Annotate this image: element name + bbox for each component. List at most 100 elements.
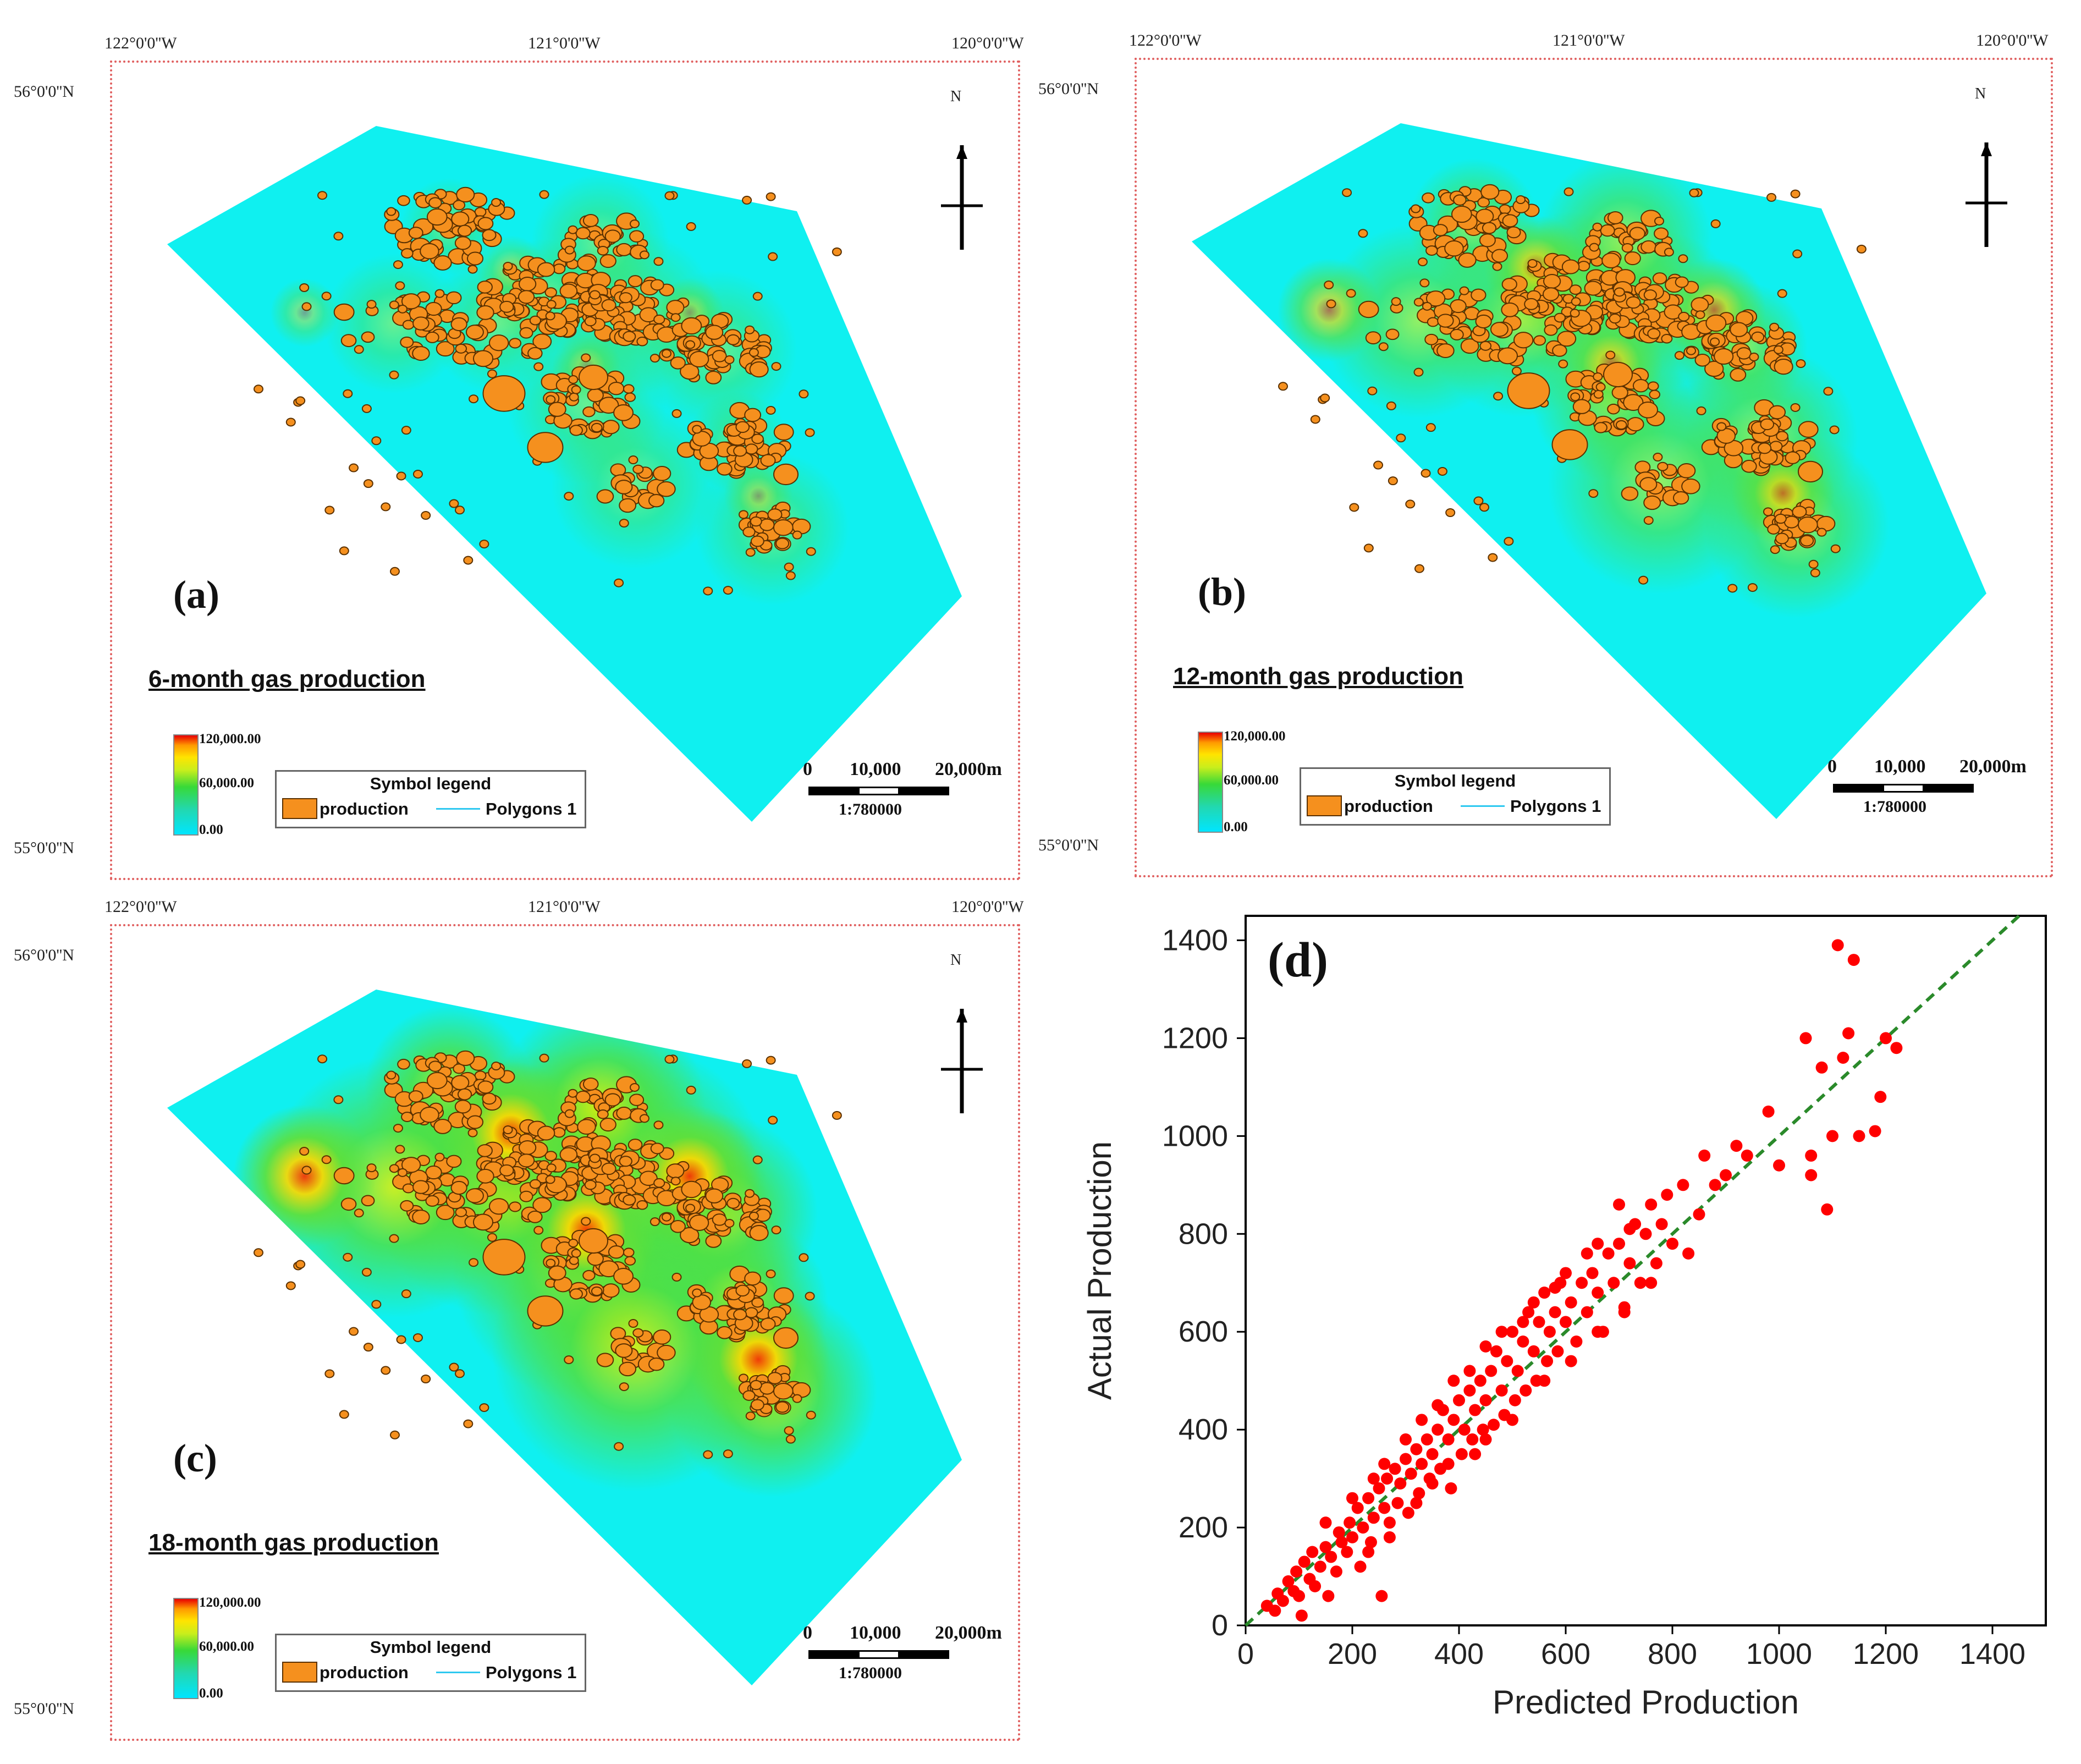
legend-item-polygons: Polygons 1 — [486, 799, 577, 818]
scatter-point — [1623, 1223, 1636, 1235]
scatter-point — [1538, 1375, 1551, 1387]
scale-ratio: 1:780000 — [1863, 798, 1926, 816]
scatter-point — [1346, 1492, 1358, 1504]
x-tick-label: 0 — [1237, 1637, 1254, 1670]
colorbar — [173, 1598, 199, 1699]
map-title: 12-month gas production — [1173, 663, 1463, 690]
scatter-point — [1639, 1228, 1652, 1240]
y-tick-label: 800 — [1179, 1217, 1228, 1250]
scatter-point — [1677, 1179, 1689, 1191]
scatter-point — [1847, 954, 1860, 966]
scatter-point — [1295, 1609, 1308, 1622]
scale-bar — [808, 787, 949, 795]
colorbar-min-label: 0.00 — [199, 822, 223, 837]
polygon-swatch — [436, 1672, 480, 1673]
scatter-point — [1506, 1414, 1518, 1426]
scatter-point — [1381, 1472, 1394, 1485]
panel-label: (b) — [1198, 570, 1246, 614]
scatter-point — [1517, 1316, 1529, 1328]
scatter-point — [1527, 1296, 1540, 1309]
scale-ratio: 1:780000 — [839, 800, 902, 818]
scatter-point — [1290, 1565, 1303, 1578]
x-tick-label: 400 — [1434, 1637, 1484, 1670]
legend-title: Symbol legend — [1394, 771, 1516, 790]
map-panel-6-month: 122°0'0''W 121°0'0''W 120°0'0''W 56°0'0''N 5… — [0, 0, 1034, 891]
legend-title: Symbol legend — [370, 774, 492, 793]
scatter-point — [1666, 1238, 1678, 1250]
scatter-point — [1655, 1218, 1668, 1230]
scatter-point — [1581, 1306, 1593, 1318]
scatter-point — [1565, 1355, 1577, 1367]
scatter-point — [1322, 1590, 1335, 1602]
scatter-point — [1319, 1541, 1332, 1553]
scatter-point — [1805, 1169, 1818, 1182]
y-tick-label: 1400 — [1162, 924, 1228, 957]
legend-title: Symbol legend — [370, 1637, 492, 1657]
scatter-point — [1645, 1277, 1658, 1289]
scatter-point — [1565, 1296, 1577, 1309]
scatter-point — [1402, 1507, 1414, 1519]
scatter-point — [1511, 1365, 1524, 1377]
scatter-point — [1330, 1565, 1342, 1578]
longitude-label: 122°0'0''W — [1129, 31, 1202, 50]
scatter-point — [1613, 1198, 1625, 1211]
scatter-point — [1709, 1179, 1721, 1191]
scatter-point — [1391, 1497, 1404, 1509]
x-tick-label: 800 — [1648, 1637, 1697, 1670]
scatter-point — [1405, 1468, 1417, 1480]
scale-tick-10000: 10,000 — [1874, 756, 1926, 777]
map-panel-18-month: 122°0'0''W 121°0'0''W 120°0'0''W 56°0'0''N 5… — [0, 891, 1034, 1764]
y-axis-label: Actual Production — [1081, 1141, 1118, 1400]
scatter-point — [1314, 1560, 1326, 1573]
latitude-label: 56°0'0''N — [1038, 80, 1099, 98]
scatter-point — [1576, 1277, 1588, 1289]
scatter-point — [1842, 1027, 1855, 1040]
polygon-swatch — [436, 808, 480, 810]
scatter-point — [1364, 1536, 1377, 1548]
scatter-point — [1432, 1424, 1444, 1436]
scatter-point — [1527, 1345, 1540, 1358]
scatter-point — [1416, 1414, 1428, 1426]
scatter-point — [1426, 1448, 1439, 1460]
scatter-point — [1463, 1384, 1476, 1397]
longitude-label: 120°0'0''W — [951, 898, 1024, 916]
scale-tick-0: 0 — [803, 759, 812, 779]
scatter-point — [1517, 1336, 1529, 1348]
production-wells — [1278, 184, 1867, 593]
production-wells — [254, 1050, 842, 1459]
scatter-point — [1773, 1159, 1785, 1172]
scatter-point — [1469, 1404, 1482, 1416]
scatter-point — [1410, 1497, 1423, 1509]
scatter-point — [1410, 1443, 1423, 1455]
scale-tick-0: 0 — [803, 1623, 812, 1643]
scatter-point — [1805, 1149, 1818, 1162]
scatter-point — [1298, 1556, 1311, 1568]
scatter-point — [1458, 1424, 1471, 1436]
scatter-point — [1650, 1257, 1662, 1270]
panel-label: (a) — [173, 573, 219, 617]
scatter-point — [1592, 1326, 1604, 1338]
scatter-point — [1394, 1477, 1407, 1490]
scatter-point — [1466, 1433, 1479, 1446]
scatter-point — [1445, 1482, 1457, 1494]
scatter-point — [1762, 1105, 1775, 1118]
latitude-label: 56°0'0''N — [14, 946, 74, 964]
scatter-point — [1682, 1247, 1695, 1260]
longitude-label: 121°0'0''W — [528, 34, 601, 52]
production-wells — [254, 186, 842, 596]
scatter-point — [1533, 1316, 1545, 1328]
polygon-swatch — [1461, 805, 1505, 807]
scatter-point — [1333, 1526, 1345, 1538]
legend-item-polygons: Polygons 1 — [1510, 796, 1601, 816]
north-label: N — [950, 88, 962, 105]
scatter-point — [1522, 1306, 1535, 1318]
scatter-point — [1799, 1032, 1812, 1045]
scatter-point — [1869, 1125, 1881, 1137]
symbol-legend: Symbol legend production Polygons 1 — [275, 1634, 586, 1692]
x-axis-label: Predicted Production — [1493, 1684, 1799, 1721]
scatter-point — [1853, 1130, 1865, 1142]
colorbar-mid-label: 60,000.00 — [1224, 773, 1279, 788]
scale-bar — [1833, 784, 1974, 793]
scatter-point — [1453, 1394, 1465, 1406]
scatter-point — [1645, 1198, 1658, 1211]
